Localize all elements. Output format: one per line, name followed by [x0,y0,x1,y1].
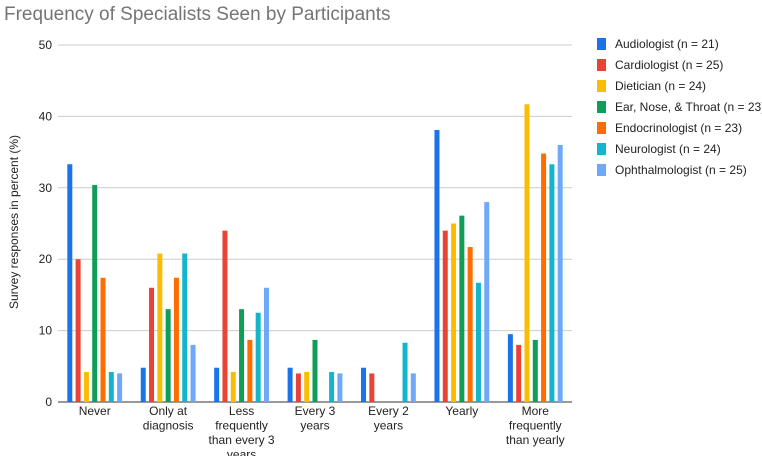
y-tick-label: 50 [39,38,53,52]
bar [361,367,367,402]
legend-label: Ophthalmologist (n = 25) [615,163,747,177]
bar [557,144,563,402]
legend-swatch [597,38,606,50]
legend-label: Ear, Nose, & Throat (n = 23) [615,100,762,114]
x-tick-label-line: diagnosis [143,419,194,433]
x-tick-label-line: frequently [509,419,562,433]
x-tick-label: More frequently than yearly [506,404,565,447]
x-tick-label-line: than yearly [506,433,565,447]
y-tick-label: 10 [39,324,53,338]
y-tick-label: 30 [39,181,53,195]
bar [459,215,465,402]
legend-swatch [597,164,606,176]
x-tick-label-line: years [374,419,403,433]
bar [157,253,163,402]
bar [524,104,530,403]
bar [442,230,448,402]
y-axis-ticks: 0 10 20 30 40 50 [39,38,53,409]
bar [434,129,440,402]
y-tick-label: 0 [45,395,52,409]
bar [140,367,146,402]
bar [263,287,269,402]
bar [92,184,98,402]
bar [222,230,228,402]
bar [475,282,481,402]
legend-label: Cardiologist (n = 25) [615,58,723,72]
bar [287,367,293,402]
bar [247,339,253,402]
y-axis-label: Survey responses in percent (%) [7,135,21,309]
legend-label: Endocrinologist (n = 23) [615,121,742,135]
x-tick-label: Never [79,404,111,418]
bar [255,312,261,402]
bar [214,367,220,402]
x-tick-label: Only at diagnosis [143,404,194,433]
x-tick-label-line: years [300,419,329,433]
bar [295,373,301,402]
bar [467,247,473,402]
chart-title: Frequency of Specialists Seen by Partici… [4,4,391,25]
x-tick-label: Every 2 years [368,404,409,433]
bar [165,309,171,402]
bar [484,202,490,402]
legend-swatch [597,143,606,155]
bar [230,372,236,402]
bar [516,344,522,402]
x-tick-label-line: More [522,404,550,418]
legend-swatch [597,101,606,113]
bar [75,259,81,402]
y-tick-label: 40 [39,109,53,123]
bar [182,253,188,402]
x-tick-label-line: Never [79,404,111,418]
x-tick-label-line: Yearly [445,404,478,418]
y-tick-label: 20 [39,252,53,266]
bar-series [67,104,563,403]
bar [312,339,318,402]
legend-swatch [597,122,606,134]
x-tick-label-line: than every 3 [209,433,275,447]
bar [190,344,196,402]
bar [451,223,457,402]
bar [329,372,335,402]
bar [149,287,155,402]
bar [173,277,179,402]
x-tick-label-line: Less [229,404,254,418]
bar [304,372,310,402]
legend-swatch [597,59,606,71]
x-tick-label: Yearly [445,404,478,418]
x-tick-label: Less frequently than every 3 years [209,404,275,456]
bar [337,373,343,402]
x-tick-label: Every 3 years [295,404,336,433]
bar [117,373,123,402]
legend-label: Audiologist (n = 21) [615,37,719,51]
bar [532,339,538,402]
legend-label: Neurologist (n = 24) [615,142,721,156]
bar [410,373,416,402]
bar [108,372,114,402]
x-tick-label-line: Every 3 [295,404,336,418]
x-tick-label-line: Every 2 [368,404,409,418]
bar [100,277,106,402]
bar [549,164,555,402]
x-tick-label-line: years [227,448,256,457]
bar [67,164,73,402]
x-tick-label-line: Only at [149,404,188,418]
x-tick-label-line: frequently [215,419,268,433]
legend: Audiologist (n = 21) Cardiologist (n = 25… [597,37,762,177]
bar [402,342,408,402]
bar [83,372,89,402]
bar [239,309,245,402]
legend-swatch [597,80,606,92]
bar [541,153,547,402]
legend-label: Dietician (n = 24) [615,79,706,93]
bar [507,334,513,402]
bar [369,373,375,402]
